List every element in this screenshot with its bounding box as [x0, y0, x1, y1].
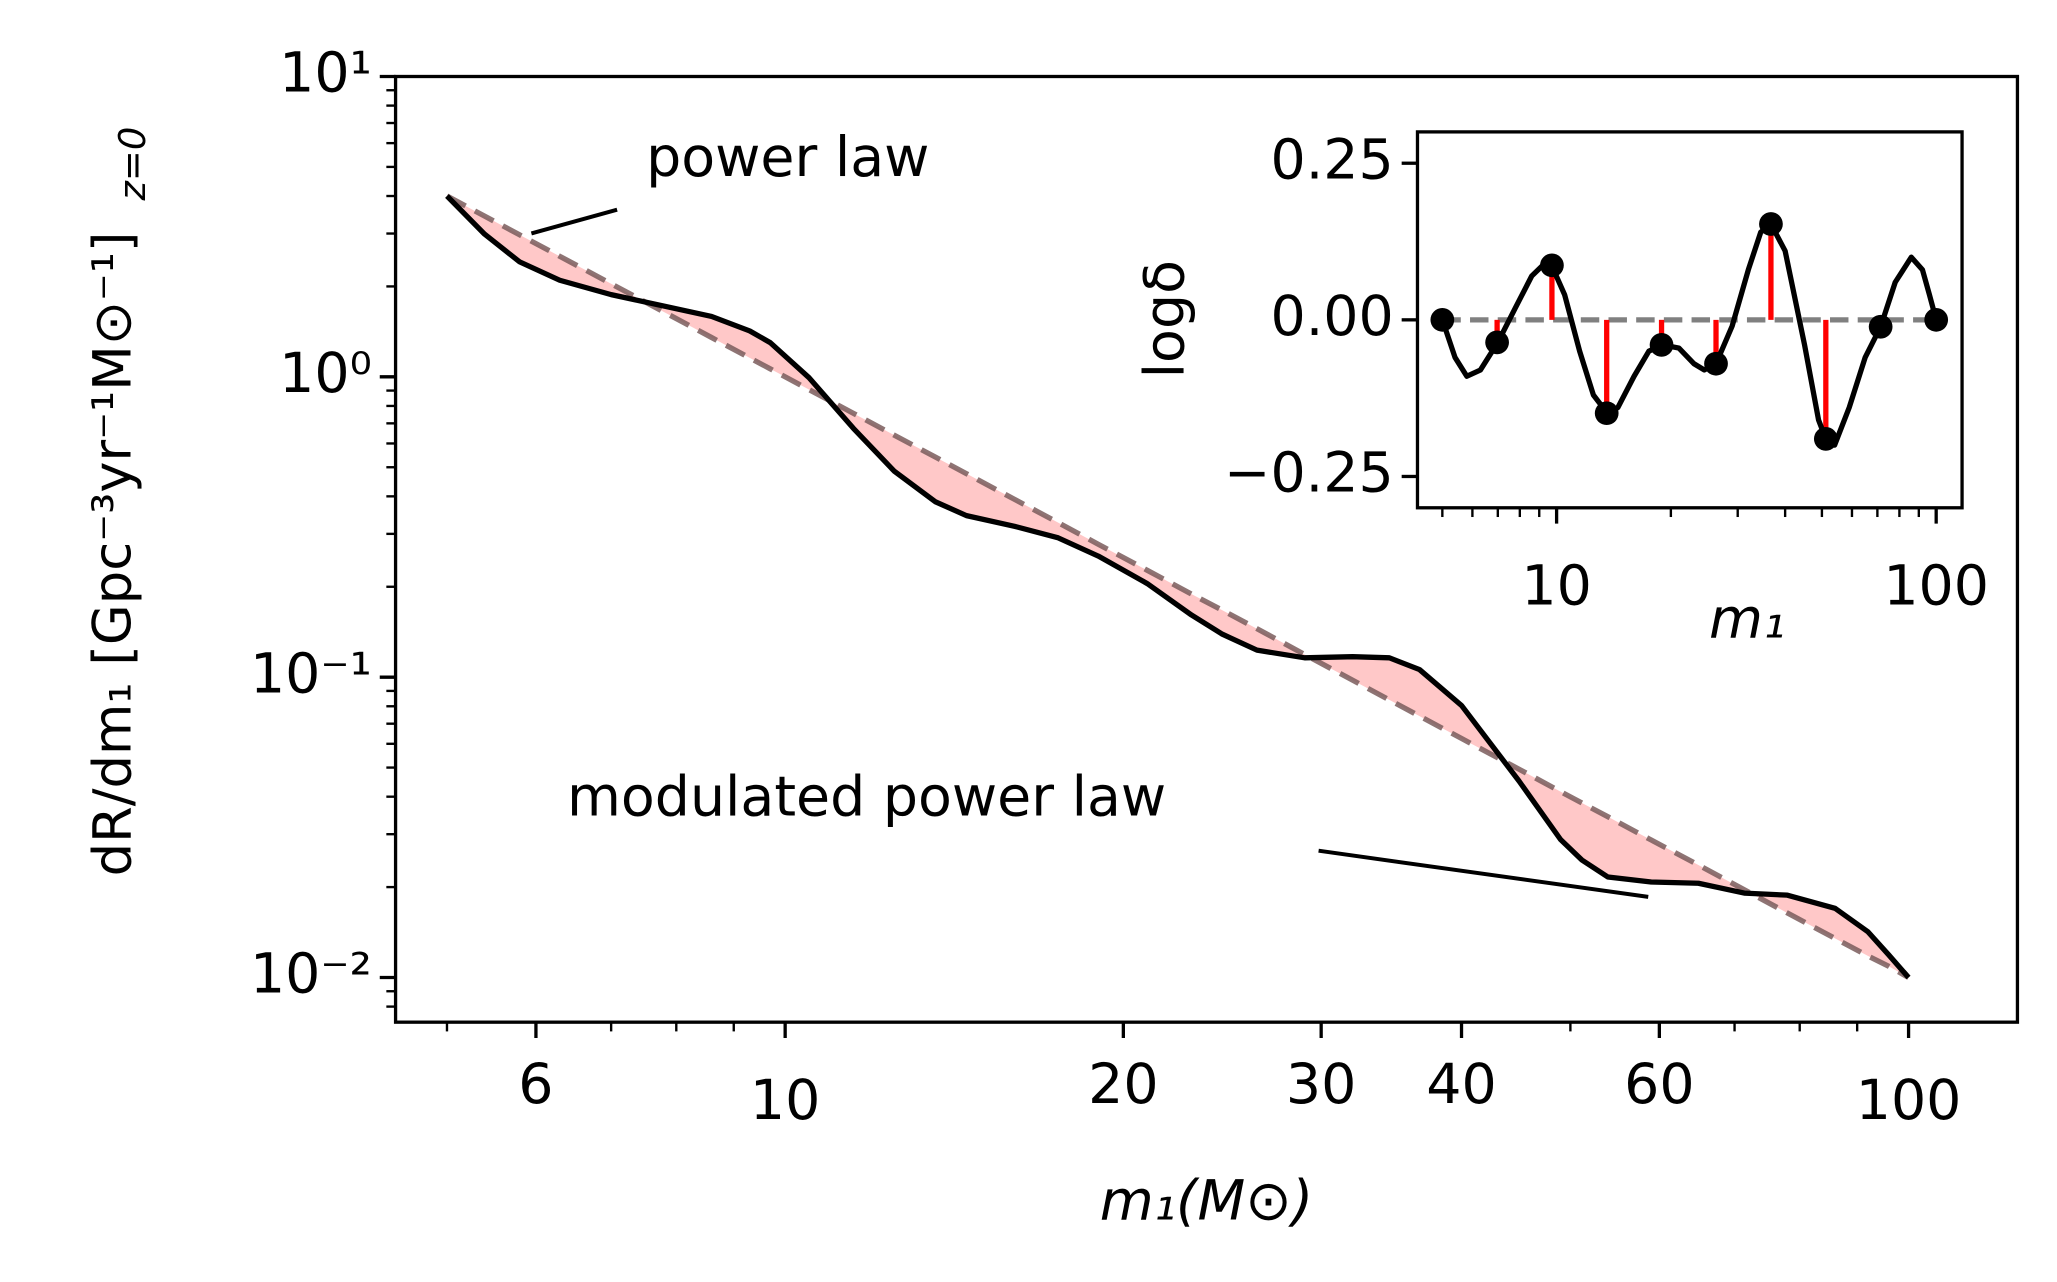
inset-y-axis-label: logδ	[1133, 260, 1197, 378]
x-tick-label: 6	[518, 1053, 553, 1117]
x-tick-label: 30	[1286, 1053, 1356, 1117]
annotation: modulated power law	[567, 766, 1166, 830]
y-axis-label: dR/dm₁ [Gpc⁻³yr⁻¹M⊙⁻¹]	[83, 232, 144, 877]
x-tick-label: 10	[750, 1069, 820, 1133]
x-tick-label: 100	[1856, 1069, 1962, 1133]
knot	[1594, 401, 1619, 426]
y-axis-label-group: dR/dm₁ [Gpc⁻³yr⁻¹M⊙⁻¹] z=0	[83, 127, 154, 877]
knot	[1485, 330, 1509, 355]
y-tick-label: 0.00	[1270, 285, 1393, 349]
modulated-line	[445, 194, 1911, 980]
y-axis-label-subscript: z=0	[111, 127, 154, 202]
delta-curve	[1439, 221, 1939, 448]
y-tick-label: 10⁰	[279, 342, 372, 406]
y-tick-label: 0.25	[1270, 128, 1393, 192]
inset-y-axis-label-group: logδ	[1133, 260, 1197, 378]
knot	[1540, 253, 1564, 278]
annotation-pointer	[530, 207, 618, 236]
x-tick-label: 60	[1624, 1053, 1694, 1117]
knot	[1704, 351, 1728, 376]
x-tick-label: 20	[1088, 1053, 1158, 1117]
y-tick-label: −0.25	[1224, 442, 1394, 506]
knot	[1759, 212, 1783, 236]
y-tick-label: 10⁻¹	[250, 642, 372, 706]
y-tick-label: 10¹	[279, 42, 372, 106]
inset-frame	[1415, 130, 1964, 510]
x-tick-label: 10	[1521, 555, 1591, 619]
y-tick-label: 10⁻²	[250, 943, 372, 1007]
x-tick-label: 100	[1883, 555, 1989, 619]
x-axis-label: m₁(M⊙)	[1100, 1169, 1314, 1233]
plot-frame	[393, 74, 2020, 1024]
knot	[1649, 333, 1674, 357]
knot	[1430, 307, 1455, 332]
inset-x-axis-label: m₁	[1709, 588, 1785, 652]
annotation: power law	[646, 126, 929, 190]
annotation-pointer	[1318, 848, 1649, 899]
knot	[1868, 314, 1893, 339]
power-law-line	[445, 193, 1910, 980]
x-tick-label: 40	[1426, 1053, 1496, 1117]
knot	[1813, 427, 1838, 451]
knot	[1924, 307, 1949, 332]
